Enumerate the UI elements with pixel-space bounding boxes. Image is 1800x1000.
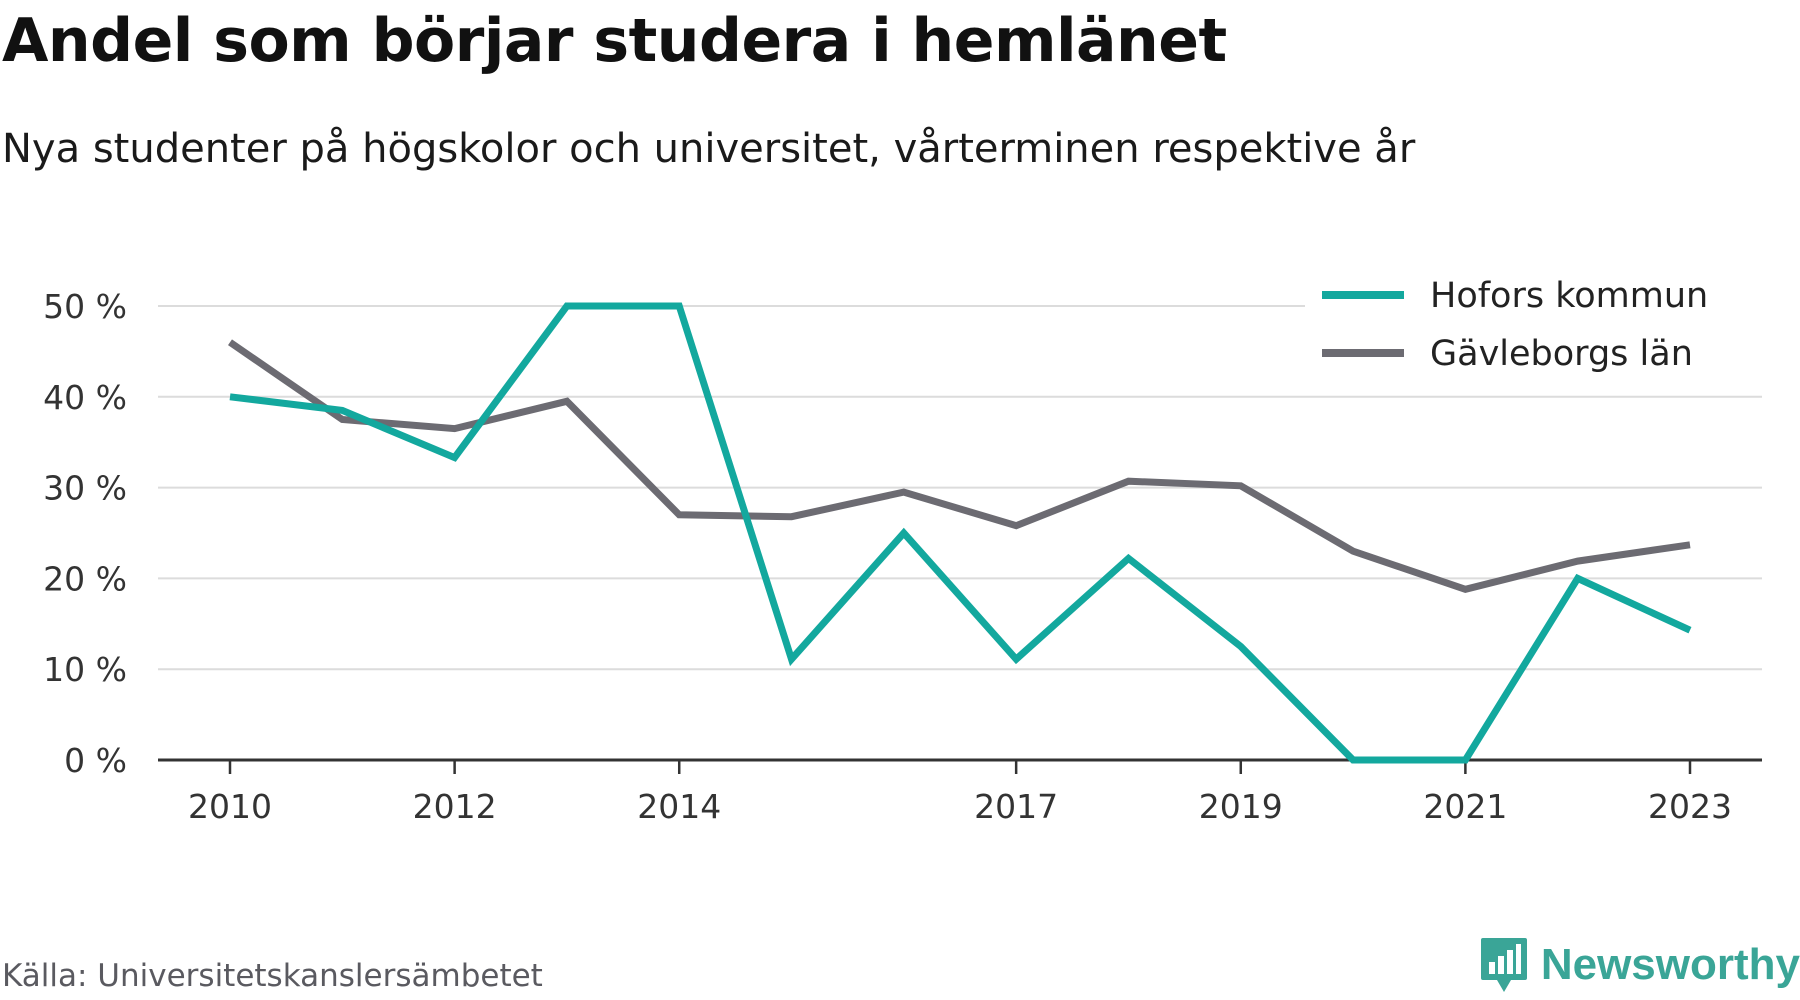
x-tick-label: 2010 [188, 787, 272, 826]
legend-label: Hofors kommun [1430, 276, 1708, 316]
line-chart: 0 % 10 % 20 % 30 % 40 % 50 % 2010 2012 2014 2017… [43, 262, 1765, 826]
y-tick-label: 30 % [43, 469, 127, 508]
chart-subtitle: Nya studenter på högskolor och universit… [2, 126, 1416, 172]
x-tick-label: 2014 [637, 787, 721, 826]
series-line-gavleborg [228, 339, 1691, 593]
x-tick-label: 2019 [1199, 787, 1283, 826]
series-line-hofors [229, 302, 1692, 764]
x-tick-label: 2021 [1423, 787, 1507, 826]
x-tick-label: 2023 [1648, 787, 1732, 826]
x-axis-ticks [228, 760, 1692, 774]
bar-chart-badge-icon [1480, 938, 1527, 992]
x-axis-labels: 2010 2012 2014 2017 2019 2021 2023 [188, 787, 1732, 826]
y-tick-label: 50 % [43, 287, 127, 326]
x-tick-label: 2012 [413, 787, 497, 826]
y-axis-labels: 0 % 10 % 20 % 30 % 40 % 50 % [43, 287, 127, 780]
legend-background [1305, 262, 1765, 380]
y-tick-label: 0 % [64, 741, 127, 780]
series-lines [228, 302, 1692, 764]
y-tick-label: 10 % [43, 650, 127, 689]
y-tick-label: 20 % [43, 559, 127, 598]
legend-label: Gävleborgs län [1430, 334, 1693, 374]
y-tick-label: 40 % [43, 378, 127, 417]
brand-name: Newsworthy [1540, 940, 1800, 989]
chart-title: Andel som börjar studera i hemlänet [2, 6, 1227, 76]
brand-logo: Newsworthy [1479, 936, 1800, 994]
legend: Hofors kommun Gävleborgs län [1305, 262, 1765, 380]
x-tick-label: 2017 [974, 787, 1058, 826]
source-note: Källa: Universitetskanslersämbetet [2, 958, 543, 994]
